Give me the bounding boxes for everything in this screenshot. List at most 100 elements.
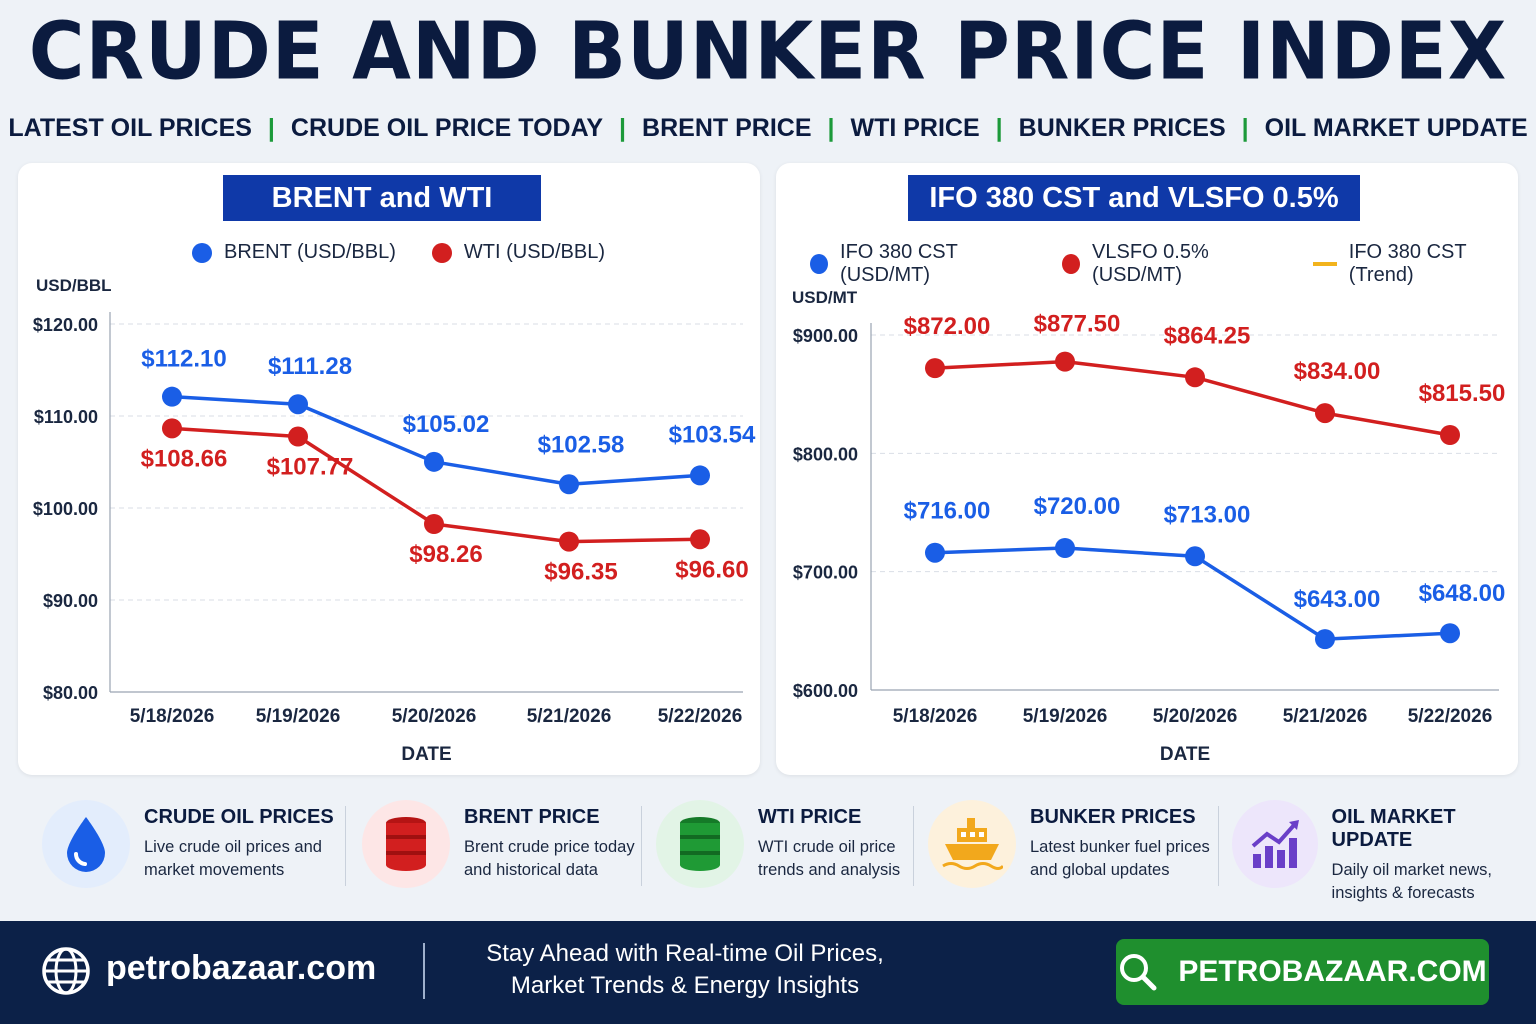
red-barrel-icon [362,800,450,888]
legend-label-ifo: IFO 380 CST (USD/MT) [840,241,958,286]
data-label: $112.10 [141,346,226,373]
nav-link-brent-price[interactable]: BRENT PRICE [642,114,812,142]
data-point [288,426,308,447]
y-axis-label: USD/MT [792,288,858,307]
y-tick-label: $80.00 [43,683,98,703]
legend-item-wti: WTI (USD/BBL) [431,241,606,264]
data-label: $713.00 [1164,501,1251,528]
divider [641,806,642,886]
legend-item-vlsfo: VLSFO 0.5% (USD/MT) [1062,241,1283,287]
feature-crude-oil-prices[interactable]: CRUDE OIL PRICES Live crude oil prices an… [42,800,334,900]
data-point [1315,403,1335,424]
data-label: $96.60 [675,556,748,583]
data-label: $107.77 [267,454,354,481]
legend-dot-vlsfo [1062,254,1081,274]
data-label: $96.35 [544,559,617,586]
top-nav: LATEST OIL PRICES | CRUDE OIL PRICE TODAY |… [0,114,1536,143]
data-point [1315,629,1335,650]
green-barrel-icon [656,800,744,888]
x-tick-label: 5/20/2026 [392,706,477,727]
brent-wti-title: BRENT and WTI [223,175,541,221]
data-point [1055,351,1075,372]
data-label: $111.28 [268,353,352,380]
feature-desc: WTI crude oil price trends and analysis [758,838,901,879]
legend-item-brent: BRENT (USD/BBL) [192,241,396,264]
y-tick-label: $900.00 [793,326,858,346]
data-label: $108.66 [141,445,228,472]
site-name[interactable]: petrobazaar.com [106,949,377,987]
cta-label: PETROBAZAAR.COM [1178,955,1487,988]
nav-separator: | [995,114,1003,142]
nav-link-crude-oil-price-today[interactable]: CRUDE OIL PRICE TODAY [290,114,604,142]
page-title: CRUDE AND BUNKER PRICE INDEX [28,3,1508,98]
legend-label-vlsfo: VLSFO 0.5% (USD/MT) [1092,241,1209,286]
y-tick-label: $120.00 [33,315,98,335]
brent-wti-legend: BRENT (USD/BBL) WTI (USD/BBL) [192,241,641,264]
data-label: $720.00 [1034,493,1121,520]
feature-wti-price[interactable]: WTI PRICE WTI crude oil price trends and … [656,800,900,900]
legend-dot-ifo [810,254,829,274]
data-point [1185,367,1205,388]
growth-chart-icon [1232,800,1318,888]
feature-desc: Latest bunker fuel prices and global upd… [1030,838,1210,879]
data-label: $872.00 [904,313,991,340]
legend-dot-brent [192,242,212,263]
y-tick-label: $800.00 [793,444,858,464]
feature-bunker-prices[interactable]: BUNKER PRICES Latest bunker fuel prices a… [928,800,1210,900]
ship-icon [928,800,1016,888]
legend-item-ifo-trend: IFO 380 CST (Trend) [1313,241,1518,287]
brent-wti-panel: BRENT and WTI BRENT (USD/BBL) WTI (USD/B… [18,163,760,775]
legend-label-wti: WTI (USD/BBL) [463,241,606,263]
x-tick-label: 5/18/2026 [893,706,978,727]
data-label: $103.54 [669,421,756,448]
feature-brent-price[interactable]: BRENT PRICE Brent crude price today and h… [362,800,635,900]
ifo-vlsfo-title: IFO 380 CST and VLSFO 0.5% [908,175,1360,221]
data-label: $834.00 [1294,358,1381,385]
nav-link-wti-price[interactable]: WTI PRICE [850,114,980,142]
data-label: $102.58 [538,431,625,458]
legend-item-ifo: IFO 380 CST (USD/MT) [810,241,1032,287]
nav-separator: | [1241,114,1249,142]
feature-desc: Live crude oil prices and market movemen… [144,838,322,879]
feature-row: CRUDE OIL PRICES Live crude oil prices an… [0,800,1536,902]
brent-wti-chart: $120.00 $110.00 $100.00 $90.00 $80.00 5/18/20… [33,312,756,765]
visit-site-button[interactable]: PETROBAZAAR.COM [1116,939,1489,1005]
data-point [559,531,579,552]
legend-label-brent: BRENT (USD/BBL) [224,241,396,263]
feature-desc: Brent crude price today and historical d… [464,838,635,879]
legend-dot-wti [431,242,452,263]
x-tick-label: 5/19/2026 [256,706,341,727]
feature-title: OIL MARKET UPDATE [1331,806,1456,851]
data-label: $864.25 [1164,322,1251,349]
data-point [690,529,710,550]
x-tick-label: 5/22/2026 [658,706,743,727]
globe-icon [42,947,90,995]
data-point [925,542,945,563]
y-tick-label: $90.00 [43,591,98,611]
data-point [162,418,182,439]
data-point [925,358,945,379]
feature-oil-market-update[interactable]: OIL MARKET UPDATE Daily oil market news, … [1232,800,1536,902]
data-point [1440,424,1460,445]
data-label: $877.50 [1034,311,1121,338]
nav-separator: | [267,114,275,142]
feature-title: CRUDE OIL PRICES [144,806,334,828]
nav-link-oil-market-update[interactable]: OIL MARKET UPDATE [1264,114,1528,142]
ifo-vlsfo-panel: IFO 380 CST and VLSFO 0.5% IFO 380 CST (… [776,163,1518,775]
x-axis-label: DATE [401,744,451,765]
y-tick-label: $700.00 [793,563,858,583]
feature-title: BUNKER PRICES [1030,806,1196,828]
y-tick-label: $600.00 [793,681,858,701]
nav-link-bunker-prices[interactable]: BUNKER PRICES [1018,114,1226,142]
legend-label-ifo-trend: IFO 380 CST (Trend) [1348,241,1467,286]
nav-link-latest-oil-prices[interactable]: LATEST OIL PRICES [8,114,252,142]
data-point [424,514,444,535]
divider [913,806,914,886]
data-label: $716.00 [904,498,991,525]
data-point [1055,538,1075,558]
nav-separator: | [619,114,627,142]
x-tick-label: 5/21/2026 [1283,706,1368,727]
data-point [559,474,579,495]
divider [345,806,346,886]
x-tick-label: 5/21/2026 [527,706,612,727]
